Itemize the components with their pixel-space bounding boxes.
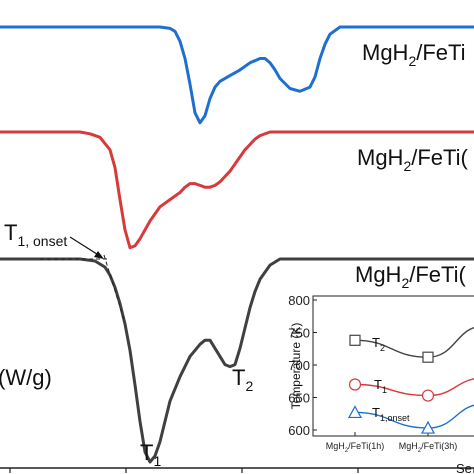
dsc-curve-3 [0,257,474,464]
inset-y-tick-label-800: 800 [288,293,310,308]
onset-tangent-dashed [103,254,125,321]
curve-label-black: MgH2/FeTi( [355,262,467,291]
inset-y-axis-label: Temperature (K) [289,323,303,410]
main-series-group [0,25,474,464]
inset-point-t2-1 [422,351,434,363]
inset-point-t1-1 [421,389,435,402]
x-tick-group [9,468,474,473]
inset-label-t1-onset: T1,onset [372,405,410,423]
inset-point-t1-onset-0 [347,405,363,419]
inset-y-tick-label-650: 650 [288,391,310,406]
onset-arrow [69,236,101,257]
t1-onset-label: T1, onset [4,220,67,249]
inset-series-group [347,327,474,434]
inset-line-t1 [354,378,474,397]
curve-label-blue: MgH2/FeTi [362,40,466,69]
onset-arrowhead [94,251,104,259]
inset-frame [312,295,474,437]
y-axis-label: (W/g) [0,365,52,390]
t1-label: T1 [140,440,161,469]
inset-x-tick-label-1: MgH2/FeTi(3h) [399,441,458,454]
curve-label-red: MgH2/FeTi( [357,145,469,174]
inset-x-ticks: MgH2/FeTi(1h)MgH2/FeTi(3h)M [326,432,458,454]
inset-y-ticks: 600 650 700 750 800 [288,293,317,438]
inset-point-t2-0 [349,334,361,346]
dsc-curve-2 [0,130,474,250]
dsc-curve-1 [0,25,474,125]
inset-point-t1-0 [348,378,362,391]
inset-x-axis-label: Se [456,461,472,474]
t2-label: T2 [232,365,253,394]
inset-point-t1-onset-1 [420,420,436,434]
inset-y-tick-label-600: 600 [288,423,310,438]
inset-label-t1: T1 [374,377,387,395]
inset-y-tick-label-750: 750 [288,326,310,341]
inset-x-tick-label-0: MgH2/FeTi(1h) [326,441,385,454]
inset-chart: 600 650 700 750 800 MgH2/FeTi(1h) MgH2/FeTi(3… [288,293,474,474]
inset-label-t2: T2 [372,335,385,353]
inset-y-tick-label-700: 700 [288,358,310,373]
